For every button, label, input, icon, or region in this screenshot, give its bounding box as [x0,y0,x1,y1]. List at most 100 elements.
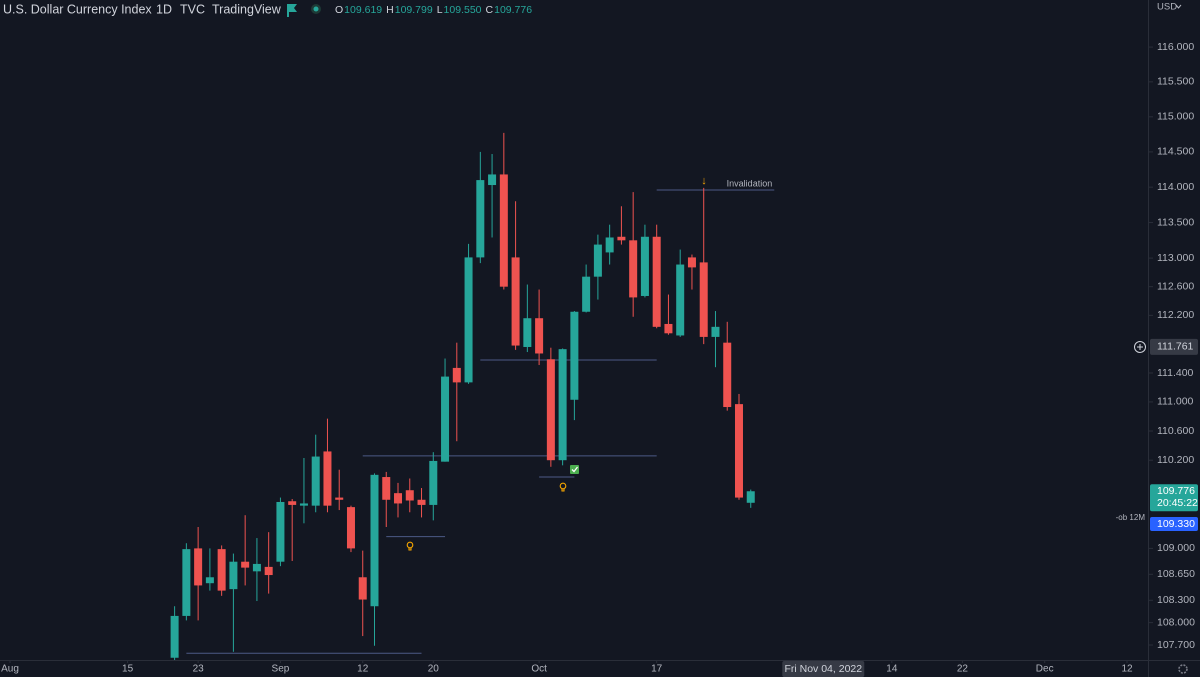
flag-icon[interactable] [287,4,297,17]
y-tick-label: 116.000 [1157,41,1194,53]
y-tick-label: 108.650 [1157,568,1195,580]
x-tick-label: Oct [531,664,547,675]
y-tick-label: 107.700 [1157,639,1195,651]
candle-body [417,499,426,505]
settings-icon[interactable] [1178,664,1188,674]
plot: Invalidation [170,132,775,660]
y-tick-label: 111.400 [1157,367,1194,379]
candle-body [535,318,544,354]
candle-body [311,456,320,506]
candle-body [252,563,261,572]
candle-body [441,376,450,462]
candle-body [605,237,614,253]
candle-body [523,318,532,347]
ohlc-key: H [386,4,394,16]
candle-body [405,490,414,501]
interval[interactable]: 1D [156,2,172,16]
last-price-label: 109.776 [1157,485,1195,497]
candle-body [288,501,297,505]
x-tick-label: 22 [957,664,969,675]
y-tick-label: 111.000 [1157,396,1194,408]
check-mark [571,466,579,473]
ohlc-value: 109.776 [494,4,532,16]
candle-body [229,561,238,590]
candle-body [593,244,602,277]
x-tick-label: 15 [122,664,134,675]
crosshair-price-label: 111.761 [1157,341,1194,353]
symbol[interactable]: U.S. Dollar Currency Index [3,2,152,16]
bulb-icon [406,541,414,549]
plus-sign [1137,344,1143,350]
plus-icon[interactable] [1134,341,1146,353]
candle-body [723,342,732,408]
status-dot [313,6,319,12]
candle-body [276,501,285,562]
candle-body [488,174,497,186]
order-price-box [1150,517,1198,532]
ohlc-value: 109.550 [444,4,482,16]
annotation: Invalidation [727,178,773,188]
currency-caret [1175,4,1182,9]
bulb-icons [406,482,567,551]
candle-body [546,359,555,461]
candle-body [734,404,743,498]
y-tick-label: 110.200 [1157,454,1194,466]
ohlc-key: C [486,4,494,16]
candle-body [711,326,720,337]
candle-body [640,236,649,296]
candle-body [170,615,179,658]
y-tick-label: 108.000 [1157,616,1195,628]
candle-body [241,561,250,568]
y-tick-label: 110.600 [1157,425,1194,437]
x-tick-label: Dec [1036,664,1054,675]
candle-body [629,240,638,298]
ohlc-key: L [437,4,443,16]
candle-body [464,257,473,383]
ohlc-value: 109.619 [344,4,382,16]
crosshair-price-box [1150,338,1198,355]
candle-body [687,257,696,268]
x-tick-label: 12 [1121,664,1133,675]
candle-body [429,460,438,505]
bulb-base [408,548,412,551]
candle-body [511,257,520,346]
candle-body [182,549,191,616]
countdown: 20:45:22 [1157,497,1198,509]
candle-body [370,474,379,607]
y-tick-label: 112.200 [1157,309,1194,321]
candle-body [299,503,308,506]
y-tick-label: 113.000 [1157,252,1194,264]
candle-body [194,548,203,586]
y-tick-label: 114.500 [1157,146,1194,158]
bulb-icon [559,482,567,490]
candle-body [617,236,626,241]
candle-body [699,262,708,337]
candle-body [335,497,344,500]
candle-body [664,323,673,334]
last-price-box [1150,484,1198,512]
candle-body [570,311,579,400]
bulb-base [561,489,565,492]
order-name: -ob 12M [1116,513,1146,522]
ohlc-value: 109.799 [395,4,433,16]
y-tick-label: 108.300 [1157,594,1195,606]
candle-body [205,577,214,584]
candle-body [558,349,567,461]
arrow-icon: ↓ [701,175,707,187]
candle-body [323,451,332,506]
x-tick-label: 23 [193,664,205,675]
y-tick-label: 113.500 [1157,216,1194,228]
order-price-label: 109.330 [1157,518,1195,530]
candle-body [499,174,508,287]
x-tick-label: 20 [428,664,440,675]
currency[interactable]: USD [1157,2,1177,13]
candle-body [264,566,273,576]
candle-body [746,491,755,503]
source: TradingView [212,2,282,16]
x-tick-label: 14 [886,664,898,675]
candle-body [476,180,485,258]
candle-body [394,493,403,504]
